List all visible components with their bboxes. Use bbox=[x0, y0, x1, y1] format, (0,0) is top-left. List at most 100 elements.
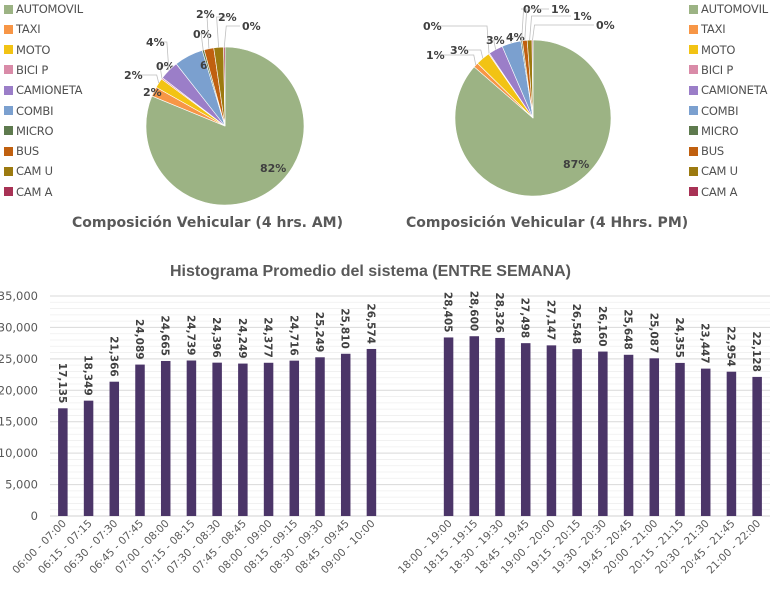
bar bbox=[469, 336, 480, 516]
legend-swatch bbox=[4, 65, 13, 75]
pie-data-label: 82% bbox=[260, 162, 286, 175]
legend-label: MOTO bbox=[16, 42, 51, 57]
leader-line bbox=[437, 25, 490, 54]
bar-data-label: 24,355 bbox=[673, 317, 685, 358]
leader-line bbox=[521, 8, 525, 41]
leader-line bbox=[508, 36, 520, 44]
legend-label: BICI P bbox=[16, 62, 49, 77]
bar-data-label: 28,405 bbox=[442, 292, 454, 333]
bar bbox=[623, 354, 634, 516]
pie-pm: 87%1% 3%0%3% 4%0% 1%1%0% bbox=[423, 3, 615, 197]
bar bbox=[520, 343, 531, 516]
legend-item: BICI P bbox=[4, 62, 48, 78]
pie-pm-title: Composición Vehicular (4 Hhrs. PM) bbox=[406, 215, 689, 231]
bar bbox=[109, 381, 120, 516]
legend-item: CAM U bbox=[689, 163, 738, 179]
bars: 17,135 18,349 21,366 24,089 24,665 24,739 24,3… bbox=[56, 291, 762, 516]
leader-line bbox=[159, 65, 170, 79]
bar-data-label: 26,574 bbox=[364, 303, 376, 344]
bar bbox=[83, 400, 94, 516]
legend-swatch bbox=[4, 126, 13, 136]
gridlines bbox=[50, 295, 770, 517]
legend-label: BUS bbox=[16, 144, 40, 159]
leader-line bbox=[206, 13, 210, 49]
y-tick-label: 0 bbox=[31, 509, 38, 523]
legend-swatch bbox=[689, 146, 698, 156]
pie-data-label: 2% bbox=[196, 8, 215, 21]
legend-swatch bbox=[4, 24, 13, 34]
leader-line bbox=[200, 33, 207, 51]
legend-swatch bbox=[4, 187, 13, 197]
legend-label: MICRO bbox=[16, 123, 54, 138]
bar bbox=[366, 348, 377, 516]
bar-data-label: 25,648 bbox=[622, 309, 634, 350]
pie-data-label: 0% bbox=[193, 28, 212, 41]
legend-item: CAM U bbox=[4, 163, 53, 179]
legend-label: COMBI bbox=[16, 103, 54, 118]
pie-data-label: 1% bbox=[573, 10, 592, 23]
leader-line bbox=[216, 16, 232, 48]
legend-label: MICRO bbox=[701, 123, 739, 138]
legend-swatch bbox=[689, 166, 698, 176]
y-tick-label: 15,000 bbox=[0, 415, 38, 429]
legend-item: COMBI bbox=[689, 103, 738, 119]
legend-label: CAM U bbox=[701, 164, 738, 179]
legend-swatch bbox=[4, 4, 13, 14]
bar bbox=[186, 360, 197, 516]
leader-line bbox=[493, 39, 500, 50]
legend-label: CAM A bbox=[16, 184, 53, 199]
legend-label: BUS bbox=[701, 144, 725, 159]
leader-line bbox=[440, 54, 477, 66]
legend-label: CAMIONETA bbox=[16, 83, 83, 98]
bar bbox=[58, 408, 68, 516]
legend-item: AUTOMOVIL bbox=[4, 1, 83, 17]
bar-data-label: 24,089 bbox=[133, 319, 145, 360]
leader-line bbox=[532, 24, 594, 41]
bar bbox=[726, 371, 737, 516]
bar-data-label: 28,600 bbox=[467, 291, 479, 332]
y-axis: 0 5,000 10,000 15,000 20,000 25,000 30,000 35,0… bbox=[0, 289, 38, 523]
bar-data-label: 24,377 bbox=[262, 317, 274, 358]
legend-item: BUS bbox=[689, 143, 724, 159]
bar-data-label: 25,249 bbox=[313, 312, 325, 353]
legend-item: CAMIONETA bbox=[689, 82, 768, 98]
legend-item: TAXI bbox=[689, 21, 726, 37]
leader-line bbox=[138, 74, 160, 84]
bar bbox=[160, 360, 171, 516]
legend-item: BICI P bbox=[689, 62, 733, 78]
bar bbox=[752, 376, 762, 516]
legend-item: AUTOMOVIL bbox=[689, 1, 768, 17]
pie-data-label: 2% bbox=[218, 11, 237, 24]
legend-swatch bbox=[4, 85, 13, 95]
legend-item: MOTO bbox=[4, 42, 50, 58]
pie-slice-cam-a bbox=[223, 46, 226, 127]
pie-data-label: 87% bbox=[563, 158, 589, 171]
legend-item: CAM A bbox=[4, 184, 53, 200]
bar-data-label: 22,128 bbox=[750, 331, 762, 372]
legend-label: TAXI bbox=[16, 22, 41, 37]
legend-swatch bbox=[4, 146, 13, 156]
bar bbox=[700, 368, 711, 516]
pie-data-label: 2% bbox=[124, 69, 143, 82]
pie-data-label: 0% bbox=[596, 19, 615, 32]
bar bbox=[289, 360, 300, 516]
bar bbox=[495, 337, 505, 516]
bar-data-label: 18,349 bbox=[82, 355, 94, 396]
legend-item: MOTO bbox=[689, 42, 735, 58]
legend-label: TAXI bbox=[701, 22, 726, 37]
bar bbox=[263, 362, 274, 516]
legend-swatch bbox=[689, 126, 698, 136]
y-tick-label: 5,000 bbox=[5, 478, 38, 492]
bar-chart-title: Histograma Promedio del sistema (ENTRE S… bbox=[170, 263, 571, 280]
legend-swatch bbox=[689, 187, 698, 197]
legend-label: MOTO bbox=[701, 42, 736, 57]
bar bbox=[649, 358, 660, 516]
legend-swatch bbox=[689, 85, 698, 95]
bar bbox=[315, 357, 325, 516]
pie-data-label: 2% bbox=[143, 86, 162, 99]
pie-data-label: 1% bbox=[551, 3, 570, 16]
bar-data-label: 21,366 bbox=[107, 336, 119, 377]
pie-data-label: 0% bbox=[523, 3, 542, 16]
pie-data-label: 4% bbox=[506, 31, 525, 44]
